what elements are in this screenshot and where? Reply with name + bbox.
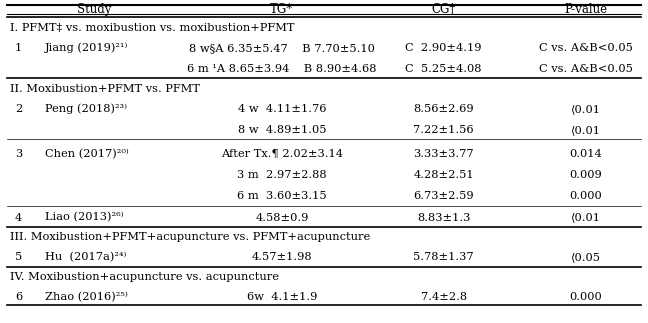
Text: C vs. A&B<0.05: C vs. A&B<0.05	[539, 43, 633, 53]
Text: TG*: TG*	[270, 3, 294, 16]
Text: ⟨0.05: ⟨0.05	[571, 252, 601, 262]
Text: ⟨0.01: ⟨0.01	[571, 104, 601, 114]
Text: 0.014: 0.014	[570, 149, 602, 159]
Text: 4.57±1.98: 4.57±1.98	[251, 252, 312, 262]
Text: 4 w  4.11±1.76: 4 w 4.11±1.76	[238, 104, 326, 114]
Text: 6 m  3.60±3.15: 6 m 3.60±3.15	[237, 191, 327, 201]
Text: After Tx.¶ 2.02±3.14: After Tx.¶ 2.02±3.14	[221, 149, 343, 159]
Text: 2: 2	[15, 104, 22, 114]
Text: 4.28±2.51: 4.28±2.51	[413, 170, 474, 180]
Text: 6w  4.1±1.9: 6w 4.1±1.9	[247, 292, 317, 302]
Text: 3 m  2.97±2.88: 3 m 2.97±2.88	[237, 170, 327, 180]
Text: 1: 1	[15, 43, 22, 53]
Text: 8 w§A 6.35±5.47    B 7.70±5.10: 8 w§A 6.35±5.47 B 7.70±5.10	[189, 43, 375, 53]
Text: 6 m ¹A 8.65±3.94    B 8.90±4.68: 6 m ¹A 8.65±3.94 B 8.90±4.68	[187, 64, 376, 74]
Text: I. PFMT‡ vs. moxibustion vs. moxibustion+PFMT: I. PFMT‡ vs. moxibustion vs. moxibustion…	[10, 23, 295, 33]
Text: Peng (2018)²³⁾: Peng (2018)²³⁾	[45, 104, 126, 114]
Text: Liao (2013)²⁶⁾: Liao (2013)²⁶⁾	[45, 213, 123, 223]
Text: 0.000: 0.000	[570, 191, 602, 201]
Text: Zhao (2016)²⁵⁾: Zhao (2016)²⁵⁾	[45, 292, 128, 302]
Text: 3: 3	[15, 149, 22, 159]
Text: III. Moxibustion+PFMT+acupuncture vs. PFMT+acupuncture: III. Moxibustion+PFMT+acupuncture vs. PF…	[10, 233, 371, 243]
Text: 8.56±2.69: 8.56±2.69	[413, 104, 474, 114]
Text: 6.73±2.59: 6.73±2.59	[413, 191, 474, 201]
Text: 8.83±1.3: 8.83±1.3	[417, 213, 470, 223]
Text: ⟨0.01: ⟨0.01	[571, 125, 601, 135]
Text: 5: 5	[15, 252, 22, 262]
Text: 7.4±2.8: 7.4±2.8	[421, 292, 467, 302]
Text: 6: 6	[15, 292, 22, 302]
Text: 0.000: 0.000	[570, 292, 602, 302]
Text: C vs. A&B<0.05: C vs. A&B<0.05	[539, 64, 633, 74]
Text: 3.33±3.77: 3.33±3.77	[413, 149, 474, 159]
Text: 4: 4	[15, 213, 22, 223]
Text: 7.22±1.56: 7.22±1.56	[413, 125, 474, 135]
Text: Study: Study	[77, 3, 111, 16]
Text: C  2.90±4.19: C 2.90±4.19	[406, 43, 482, 53]
Text: ⟨0.01: ⟨0.01	[571, 213, 601, 223]
Text: 8 w  4.89±1.05: 8 w 4.89±1.05	[238, 125, 326, 135]
Text: 5.78±1.37: 5.78±1.37	[413, 252, 474, 262]
Text: CG†: CG†	[432, 3, 456, 16]
Text: Jiang (2019)²¹⁾: Jiang (2019)²¹⁾	[45, 43, 128, 53]
Text: Hu  (2017a)²⁴⁾: Hu (2017a)²⁴⁾	[45, 252, 126, 263]
Text: 4.58±0.9: 4.58±0.9	[255, 213, 308, 223]
Text: 0.009: 0.009	[570, 170, 602, 180]
Text: C  5.25±4.08: C 5.25±4.08	[406, 64, 482, 74]
Text: Chen (2017)²⁰⁾: Chen (2017)²⁰⁾	[45, 149, 128, 159]
Text: P-value: P-value	[564, 3, 607, 16]
Text: IV. Moxibustion+acupuncture vs. acupuncture: IV. Moxibustion+acupuncture vs. acupunct…	[10, 272, 279, 282]
Text: II. Moxibustion+PFMT vs. PFMT: II. Moxibustion+PFMT vs. PFMT	[10, 84, 200, 94]
